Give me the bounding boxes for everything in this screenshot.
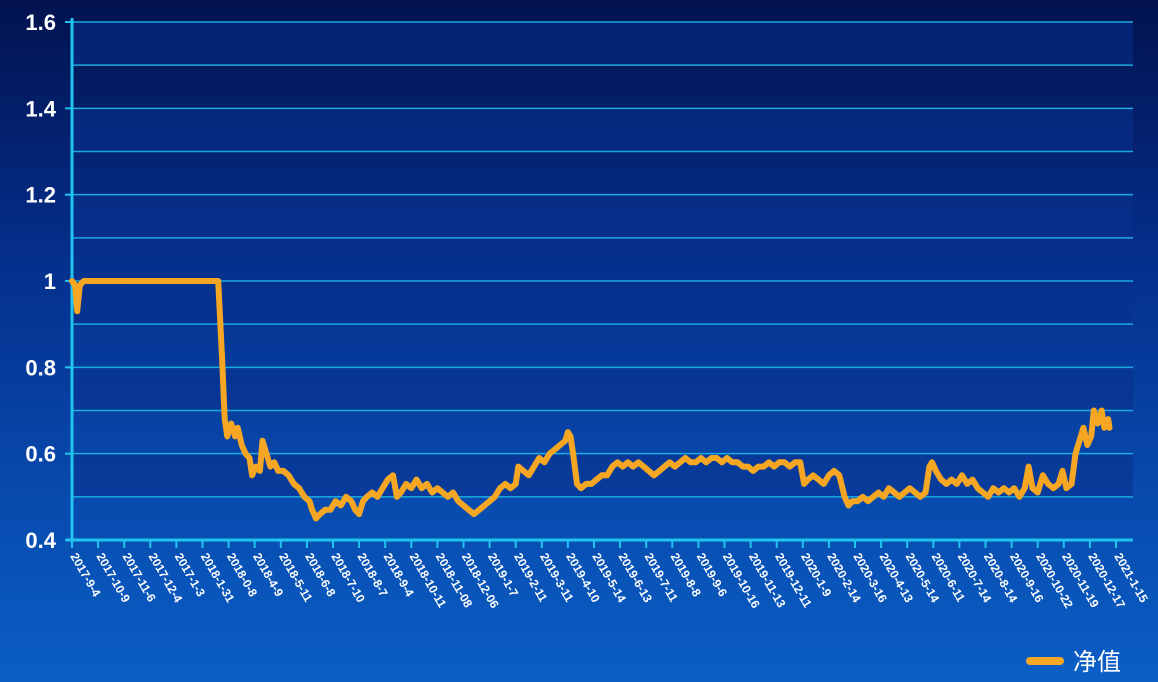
plot-bands [72,22,1133,497]
grid-band [72,108,1133,152]
grid-band [72,194,1133,238]
legend-label: 净值 [1073,648,1121,676]
y-tick-label: 0.8 [25,355,56,380]
y-tick-label: 1.6 [25,10,56,35]
grid-band [72,281,1133,325]
y-tick-label: 0.4 [25,528,56,553]
y-tick-labels: 0.4 0.6 0.8 1 1.2 1.4 1.6 [25,10,72,553]
series-group [69,278,1113,522]
y-tick-label: 1.4 [25,96,56,121]
x-tick-labels: 2017-9-42017-10-92017-11-62017-12-42017-… [67,540,1151,611]
grid-band [72,367,1133,411]
y-tick-label: 1.2 [25,183,56,208]
grid-band [72,22,1133,66]
y-tick-label: 1 [44,269,56,294]
y-tick-label: 0.6 [25,442,56,467]
series-line [69,278,1113,522]
legend: 净值 [1026,648,1121,676]
